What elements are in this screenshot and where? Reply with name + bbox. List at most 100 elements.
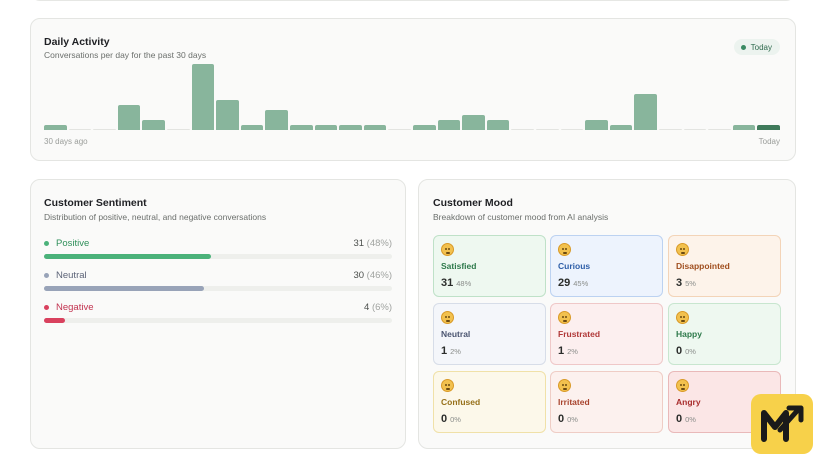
daily-activity-title: Daily Activity: [44, 36, 110, 48]
mood-count: 0: [441, 413, 448, 425]
mood-tile-neutral[interactable]: Neutral 1 2%: [433, 303, 546, 365]
sentiment-label: Negative: [56, 302, 94, 313]
m-trend-logo: [751, 394, 813, 454]
happy-face-icon: [676, 311, 689, 324]
sentiment-track: [44, 254, 392, 259]
neutral-dot-icon: [44, 273, 49, 278]
mood-count: 1: [441, 345, 448, 357]
mood-percent: 0%: [685, 415, 696, 424]
mood-name: Frustrated: [558, 329, 601, 339]
activity-bar[interactable]: [167, 128, 190, 130]
mood-percent: 2%: [567, 347, 578, 356]
sentiment-fill: [44, 286, 205, 291]
mood-name: Irritated: [558, 397, 590, 407]
mood-count: 31: [441, 277, 454, 289]
activity-bar[interactable]: [363, 124, 387, 130]
activity-bar[interactable]: [339, 124, 362, 130]
activity-bar[interactable]: [413, 124, 436, 130]
disappointed-face-icon: [676, 243, 689, 256]
activity-bar[interactable]: [44, 124, 67, 130]
activity-bar[interactable]: [437, 119, 461, 130]
activity-bar[interactable]: [462, 114, 485, 130]
mood-tile-happy[interactable]: Happy 0 0%: [668, 303, 781, 365]
activity-bar-chart: [44, 64, 782, 130]
confused-face-icon: [441, 379, 454, 392]
sentiment-count: 31: [353, 238, 365, 249]
sentiment-fill: [44, 318, 65, 323]
sentiment-row-negative: Negative 4 (6%): [44, 302, 392, 332]
activity-bar[interactable]: [388, 128, 411, 130]
activity-bar[interactable]: [683, 128, 707, 130]
sentiment-label: Neutral: [56, 270, 87, 281]
activity-bar[interactable]: [191, 64, 215, 130]
mood-name: Neutral: [441, 329, 471, 339]
sentiment-fill: [44, 254, 212, 259]
mood-count: 1: [558, 345, 565, 357]
mood-count: 0: [676, 413, 683, 425]
sentiment-count: 30: [353, 270, 365, 281]
frustrated-face-icon: [558, 311, 571, 324]
sentiment-count: 4: [364, 302, 370, 313]
axis-end-label: Today: [758, 137, 780, 146]
mood-name: Angry: [676, 397, 701, 407]
activity-bar[interactable]: [757, 124, 780, 130]
mood-percent: 48%: [456, 279, 472, 288]
mood-percent: 2%: [450, 347, 461, 356]
customer-mood-title: Customer Mood: [433, 197, 513, 209]
sentiment-row-neutral: Neutral 30 (46%): [44, 270, 392, 300]
customer-sentiment-card: Customer Sentiment Distribution of posit…: [30, 179, 406, 449]
activity-bar[interactable]: [290, 124, 313, 130]
m-trend-arrow-icon: [761, 405, 804, 442]
mood-percent: 0%: [567, 415, 578, 424]
activity-bar[interactable]: [659, 128, 682, 130]
activity-bar[interactable]: [732, 124, 756, 130]
neutral-face-icon: [441, 311, 454, 324]
mood-tile-frustrated[interactable]: Frustrated 1 2%: [550, 303, 663, 365]
mood-count: 0: [558, 413, 565, 425]
activity-bar[interactable]: [216, 99, 239, 130]
mood-tile-curious[interactable]: Curious 29 45%: [550, 235, 663, 297]
activity-bar[interactable]: [142, 119, 165, 130]
activity-bar[interactable]: [93, 128, 116, 130]
mood-name: Curious: [558, 261, 591, 271]
activity-bar[interactable]: [68, 128, 92, 130]
activity-bar[interactable]: [265, 109, 288, 130]
daily-activity-subtitle: Conversations per day for the past 30 da…: [44, 50, 207, 60]
mood-count: 0: [676, 345, 683, 357]
mood-percent: 45%: [573, 279, 589, 288]
activity-bar[interactable]: [240, 124, 264, 130]
customer-sentiment-subtitle: Distribution of positive, neutral, and n…: [44, 212, 267, 222]
activity-bar[interactable]: [536, 128, 559, 130]
activity-bar[interactable]: [708, 128, 731, 130]
sentiment-track: [44, 318, 392, 323]
mood-count: 3: [676, 277, 683, 289]
daily-activity-card: Daily Activity Conversations per day for…: [30, 18, 796, 161]
positive-dot-icon: [44, 241, 49, 246]
activity-bar[interactable]: [117, 104, 141, 130]
sentiment-track: [44, 286, 392, 291]
activity-bar[interactable]: [560, 128, 584, 130]
activity-bar[interactable]: [486, 119, 510, 130]
activity-bar[interactable]: [634, 94, 657, 130]
irritated-face-icon: [558, 379, 571, 392]
mood-tile-confused[interactable]: Confused 0 0%: [433, 371, 546, 433]
sentiment-row-positive: Positive 31 (48%): [44, 238, 392, 268]
sentiment-label: Positive: [56, 238, 90, 249]
activity-bar[interactable]: [314, 124, 338, 130]
negative-dot-icon: [44, 305, 49, 310]
mood-tile-irritated[interactable]: Irritated 0 0%: [550, 371, 663, 433]
customer-sentiment-title: Customer Sentiment: [44, 197, 147, 209]
mood-tile-disappointed[interactable]: Disappointed 3 5%: [668, 235, 781, 297]
activity-bar[interactable]: [585, 119, 608, 130]
activity-bar[interactable]: [609, 124, 633, 130]
mood-percent: 0%: [685, 347, 696, 356]
customer-mood-card: Customer Mood Breakdown of customer mood…: [418, 179, 796, 449]
mood-name: Disappointed: [676, 261, 730, 271]
sentiment-percent: (46%): [366, 270, 392, 281]
activity-bar[interactable]: [511, 128, 534, 130]
today-badge[interactable]: Today: [733, 39, 780, 55]
sentiment-percent: (48%): [366, 238, 392, 249]
customer-mood-subtitle: Breakdown of customer mood from AI analy…: [433, 212, 609, 222]
mood-tile-satisfied[interactable]: Satisfied 31 48%: [433, 235, 546, 297]
mood-name: Confused: [441, 397, 481, 407]
